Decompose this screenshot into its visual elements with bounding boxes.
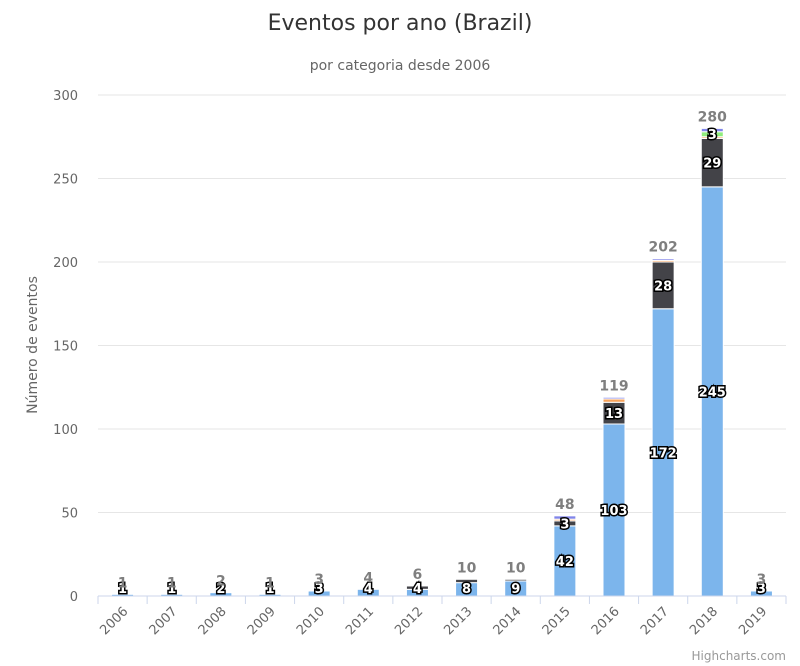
bar-segment[interactable] (553, 515, 577, 520)
bar-segment[interactable] (602, 396, 626, 400)
bar-segment[interactable] (602, 398, 626, 403)
y-tick-label: 250 (53, 173, 78, 188)
segment-data-label: 3 (708, 128, 717, 143)
stack-total-label: 119 (599, 378, 628, 394)
stack-total-label: 1 (265, 575, 275, 591)
segment-data-label: 3 (315, 582, 324, 597)
x-tick-label: 2012 (392, 604, 426, 638)
stack-total-label: 2 (216, 574, 226, 590)
x-tick-label: 2013 (441, 604, 475, 638)
segment-data-label: 3 (560, 517, 569, 532)
highcharts-credit[interactable]: Highcharts.com (692, 649, 786, 663)
bar-segment[interactable] (651, 258, 675, 261)
x-tick-label: 2014 (491, 604, 525, 638)
segment-data-label: 4 (364, 582, 373, 597)
segment-data-label: 29 (703, 157, 721, 172)
bar-segment[interactable] (700, 127, 724, 133)
x-tick-label: 2016 (589, 604, 623, 638)
segment-data-label: 42 (556, 555, 574, 570)
y-tick-label: 100 (53, 423, 78, 438)
y-tick-label: 200 (53, 256, 78, 271)
x-tick-label: 2011 (343, 604, 377, 638)
x-tick-label: 2006 (97, 604, 131, 638)
stack-total-label: 202 (649, 240, 678, 256)
bar-segment[interactable] (405, 585, 429, 590)
stack-total-label: 10 (457, 560, 477, 576)
bar-segment[interactable] (504, 578, 528, 582)
segment-data-label: 103 (600, 504, 627, 519)
segment-data-label: 3 (757, 582, 766, 597)
y-tick-label: 0 (70, 590, 78, 605)
gridlines (98, 94, 786, 513)
stack-total-label: 3 (757, 572, 767, 588)
y-tick-label: 150 (53, 340, 78, 355)
chart-subtitle: por categoria desde 2006 (310, 58, 491, 74)
x-tick-label: 2019 (736, 604, 770, 638)
x-tick-label: 2007 (147, 604, 181, 638)
segment-data-label: 1 (118, 582, 127, 597)
segment-data-label: 1 (265, 582, 274, 597)
stack-total-label: 3 (314, 572, 324, 588)
segment-data-label: 8 (462, 582, 471, 597)
stack-total-label: 6 (413, 567, 423, 583)
segment-data-label: 28 (654, 279, 672, 294)
x-tick-label: 2010 (294, 604, 328, 638)
stack-total-label: 1 (167, 575, 177, 591)
y-axis-label: Número de eventos (25, 276, 41, 414)
segment-data-label: 13 (605, 407, 623, 422)
x-tick-label: 2018 (687, 604, 721, 638)
segment-data-label: 245 (699, 385, 726, 400)
x-tick-label: 2017 (638, 604, 672, 638)
x-axis-ticks: 2006 2007 2008 2009 2010 2011 2012 2013 2014 2015… (97, 596, 787, 638)
segment-data-label: 2 (216, 582, 225, 597)
y-tick-label: 50 (61, 507, 78, 522)
x-tick-label: 2008 (196, 604, 230, 638)
bars (111, 127, 773, 597)
stack-total-label: 4 (363, 570, 373, 586)
stack-total-label: 280 (698, 109, 727, 125)
segment-data-label: 1 (167, 582, 176, 597)
y-tick-label: 300 (53, 89, 78, 104)
segment-data-label: 172 (650, 446, 677, 461)
stack-total-label: 10 (506, 560, 526, 576)
x-tick-label: 2015 (540, 604, 574, 638)
chart-title: Eventos por ano (Brazil) (268, 11, 533, 36)
x-tick-label: 2009 (245, 604, 279, 638)
bar-segment[interactable] (455, 578, 479, 584)
stack-total-label: 1 (118, 575, 128, 591)
segment-data-label: 9 (511, 582, 520, 597)
y-axis-ticks: 0 50 100 150 200 250 300 (53, 89, 78, 605)
segment-data-label: 4 (413, 582, 422, 597)
stack-total-label: 48 (555, 497, 574, 513)
